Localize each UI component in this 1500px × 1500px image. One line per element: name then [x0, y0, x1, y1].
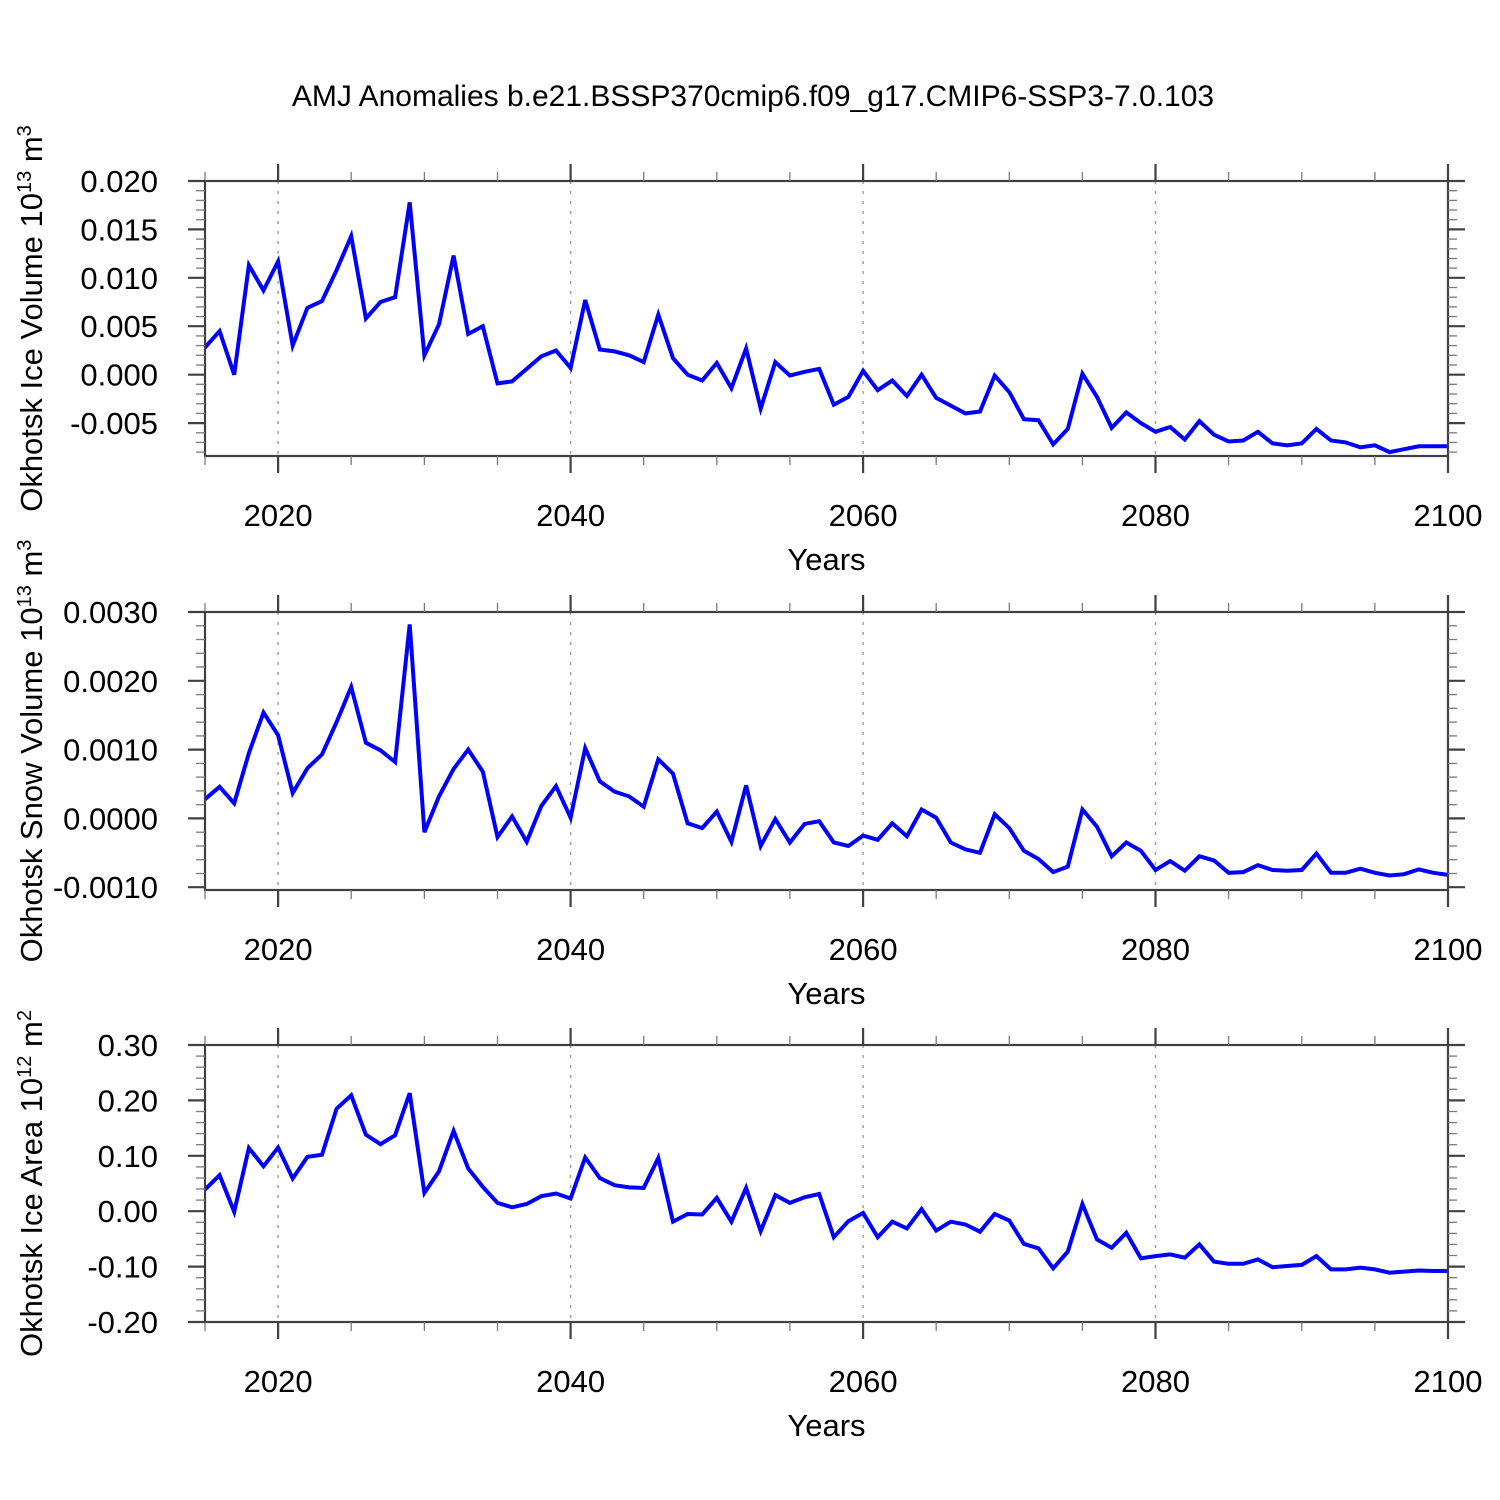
y-axis-title: Okhotsk Snow Volume 1013 m3	[14, 540, 49, 963]
y-axis-title: Okhotsk Ice Area 1012 m2	[14, 1010, 49, 1357]
x-tick-label: 2100	[1414, 498, 1483, 533]
series-line-ice-area	[203, 1091, 1448, 1275]
y-tick-label: -0.20	[87, 1305, 158, 1340]
y-tick-label: 0.010	[80, 261, 158, 296]
x-tick-label: 2060	[829, 498, 898, 533]
x-tick-label: 2040	[536, 932, 605, 967]
y-tick-label: -0.005	[70, 406, 158, 441]
series-line-ice-volume	[203, 201, 1448, 455]
y-tick-label: 0.015	[80, 212, 158, 247]
y-tick-label: 0.000	[80, 358, 158, 393]
y-tick-label: 0.00	[98, 1194, 158, 1229]
x-tick-label: 2060	[829, 932, 898, 967]
figure-title: AMJ Anomalies b.e21.BSSP370cmip6.f09_g17…	[291, 80, 1215, 113]
y-tick-label: 0.20	[98, 1083, 158, 1118]
y-tick-label: 0.0030	[63, 595, 158, 630]
x-tick-label: 2040	[536, 498, 605, 533]
y-tick-label: 0.0000	[63, 801, 158, 836]
x-tick-label: 2020	[244, 1364, 313, 1399]
y-tick-label: -0.10	[87, 1250, 158, 1285]
y-tick-label: 0.020	[80, 164, 158, 199]
x-tick-label: 2080	[1121, 1364, 1190, 1399]
x-tick-label: 2100	[1414, 932, 1483, 967]
x-axis-title: Years	[787, 976, 865, 1011]
x-axis-title: Years	[787, 1408, 865, 1443]
x-tick-label: 2100	[1414, 1364, 1483, 1399]
y-tick-label: 0.30	[98, 1028, 158, 1063]
y-tick-label: 0.0010	[63, 733, 158, 768]
plot-frame	[203, 179, 1450, 458]
panel-ice-volume: 0.020 0.015 0.010 0.005 0.000 -0.005 2020 2040 2…	[14, 125, 1482, 577]
x-axis-title: Years	[787, 542, 865, 577]
series-line-snow-volume	[203, 624, 1449, 878]
y-axis-title: Okhotsk Ice Volume 1013 m3	[14, 125, 49, 512]
y-tick-label: 0.005	[80, 309, 158, 344]
x-tick-label: 2020	[244, 498, 313, 533]
x-tick-label: 2080	[1121, 932, 1190, 967]
y-tick-label: 0.0020	[63, 664, 158, 699]
y-tick-label: 0.10	[98, 1139, 158, 1174]
x-tick-label: 2080	[1121, 498, 1190, 533]
x-tick-label: 2020	[244, 932, 313, 967]
x-tick-label: 2060	[829, 1364, 898, 1399]
plot-frame	[203, 610, 1450, 892]
plot-frame	[203, 1043, 1450, 1324]
panel-snow-volume: 0.0030 0.0020 0.0010 0.0000 -0.0010 2020 2040 2…	[14, 540, 1482, 1011]
panel-ice-area: 0.30 0.20 0.10 0.00 -0.10 -0.20 2020 2040 2060 20…	[14, 1010, 1482, 1443]
x-tick-label: 2040	[536, 1364, 605, 1399]
y-tick-label: -0.0010	[53, 870, 158, 905]
